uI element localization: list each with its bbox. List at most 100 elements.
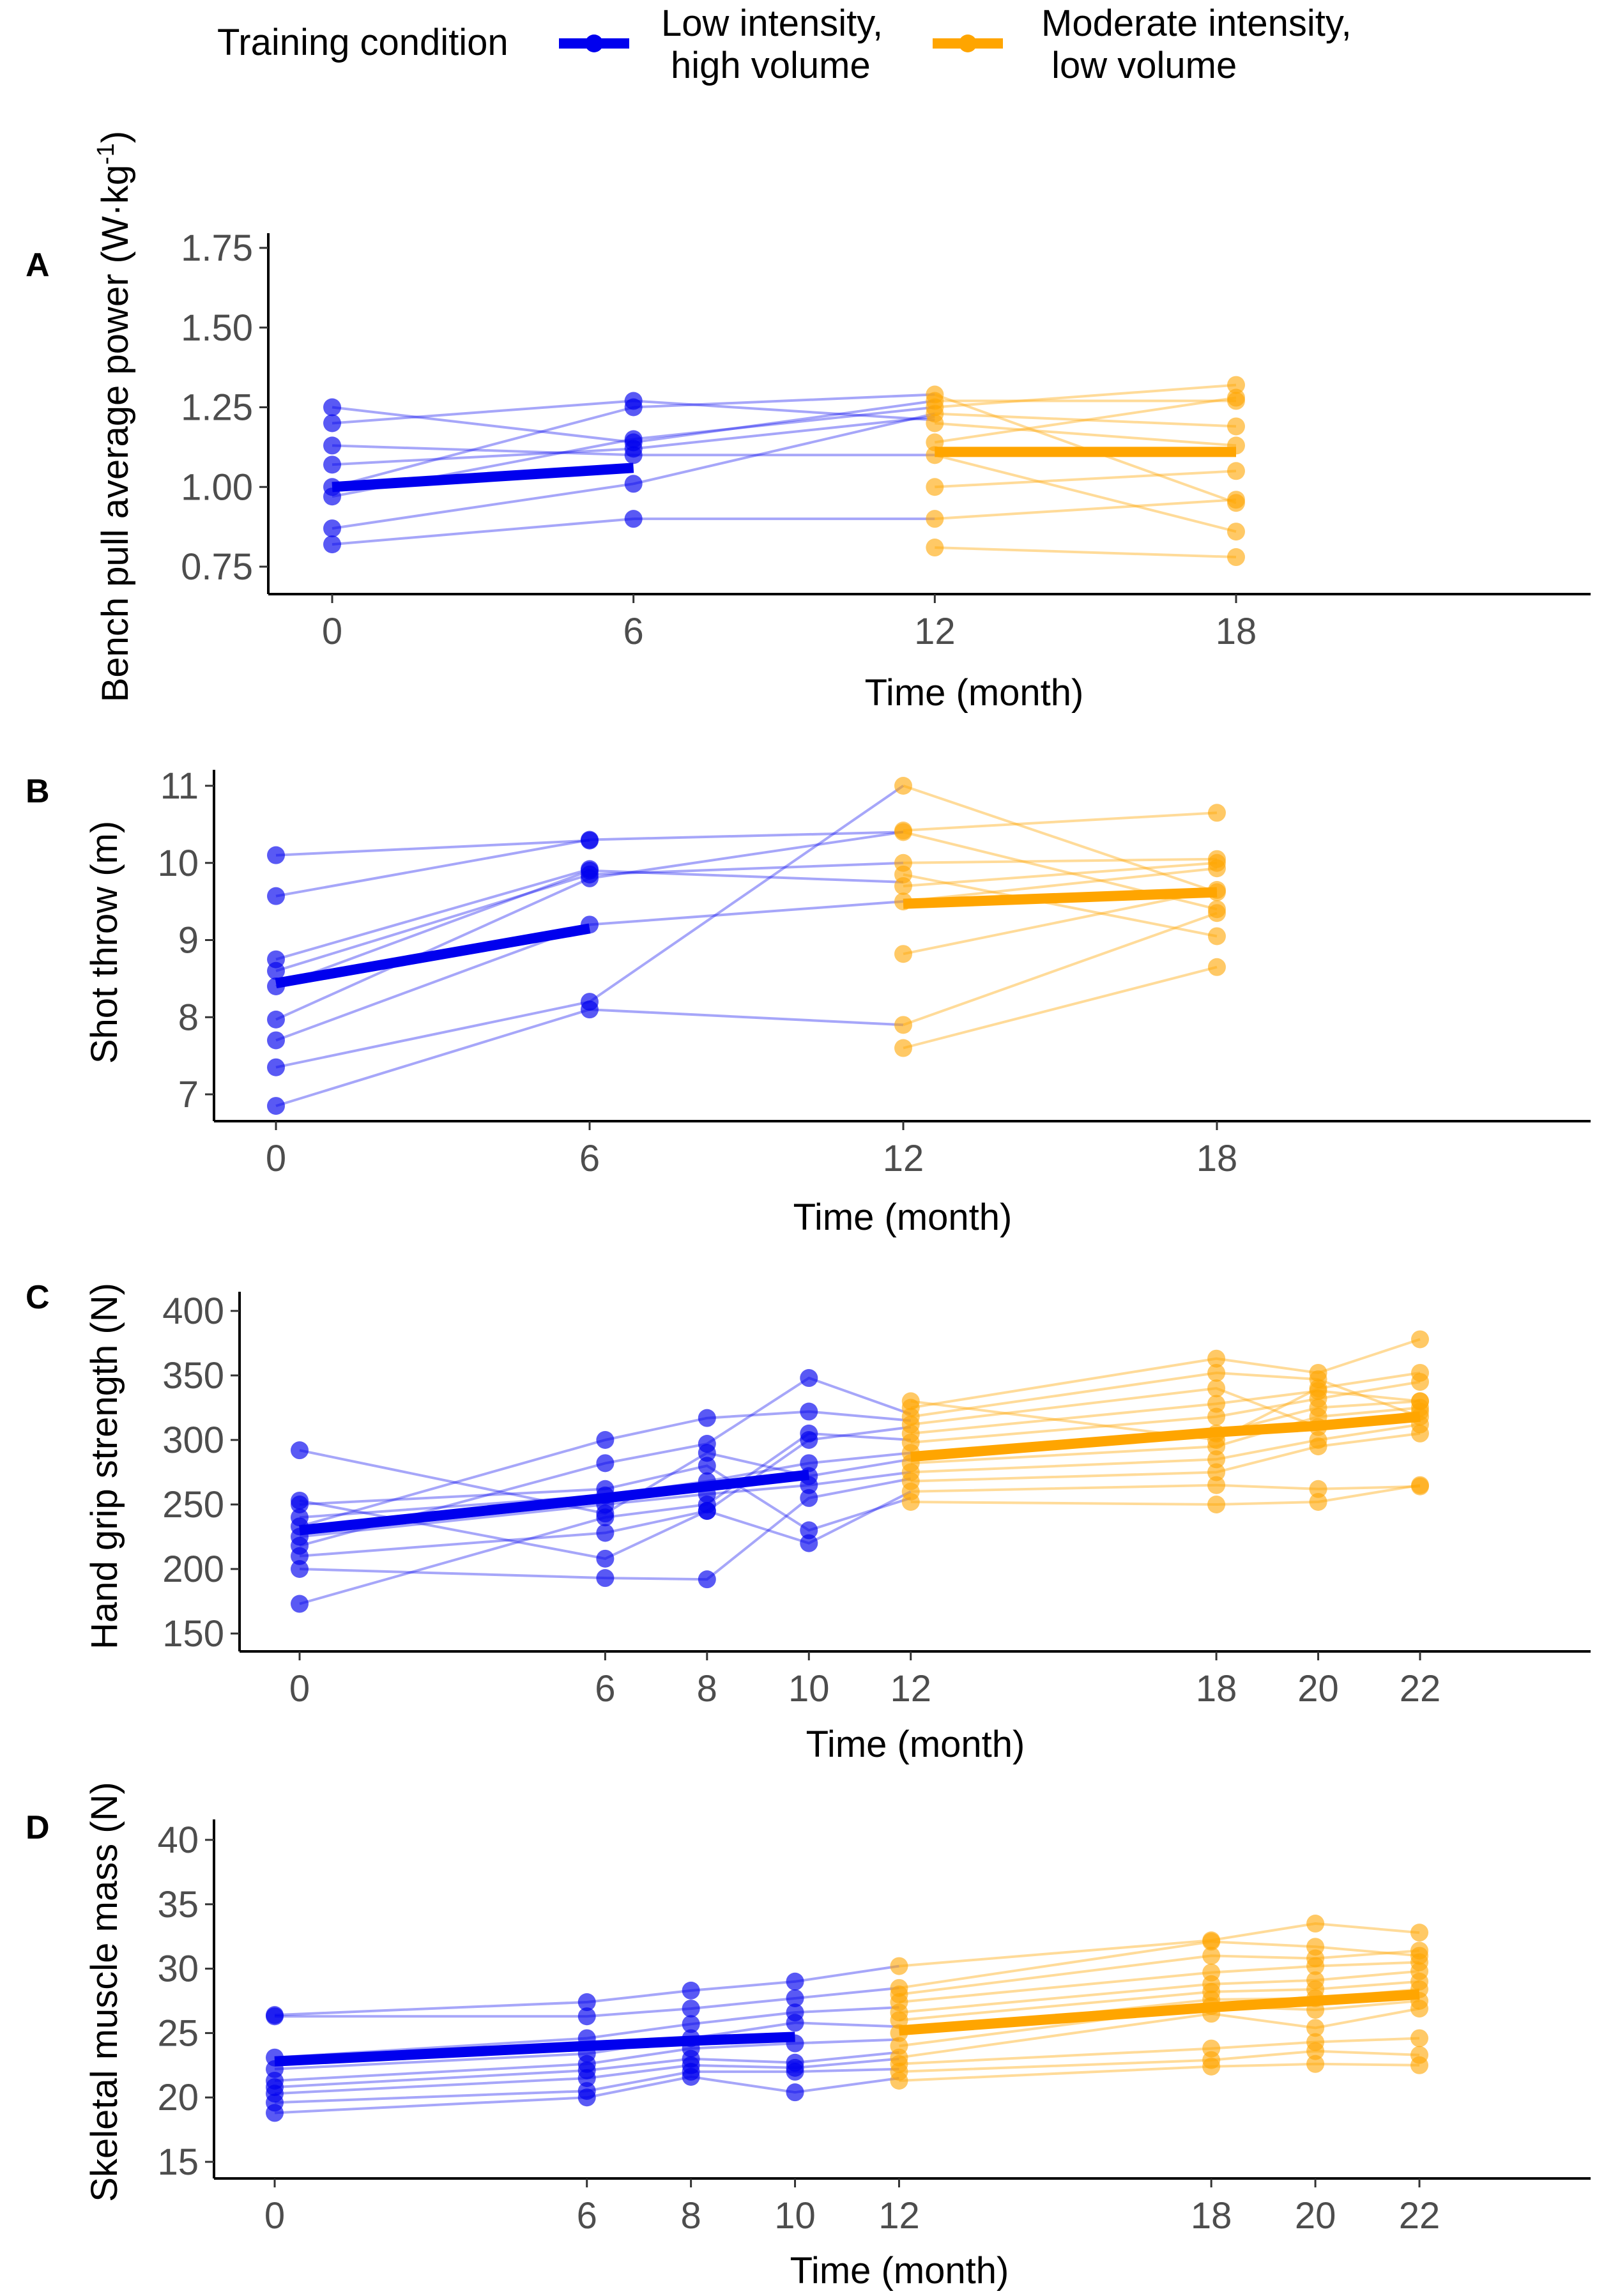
panel-a-low-individual-line [332, 517, 634, 546]
panel-c-moderate-individual-line [910, 1389, 1421, 1435]
panel-a-moderate-point [1227, 494, 1245, 512]
panel-d-moderate-individual-line [899, 1949, 1420, 1996]
panel-d-moderate-individual-line [899, 1940, 1420, 1989]
panel-b-low-individual-line [275, 873, 590, 972]
panel-b-moderate-point [894, 945, 912, 963]
panel-c-low-point [291, 1560, 309, 1578]
panel-d-x-tick-label: 22 [1399, 2195, 1440, 2237]
panel-b-low-individual-line [275, 1000, 590, 1069]
panel-b-moderate-individual-line [903, 912, 1218, 1027]
panel-a-moderate-point [926, 510, 944, 528]
panel-d-moderate-individual-line [899, 2062, 1420, 2082]
panel-b-low-individual-line [589, 830, 904, 841]
panel-a-low-point [323, 436, 341, 455]
panel-a-moderate-individual-line [935, 396, 1237, 444]
panel-b-moderate-point [1208, 850, 1226, 868]
panel-d-low-point [577, 1993, 596, 2012]
legend-moderate-line2: low volume [1041, 45, 1237, 86]
panel-a-low-point [624, 510, 643, 528]
panel-a-moderate-point [926, 539, 944, 557]
panel-a-x-axis-title: Time (month) [865, 672, 1084, 714]
panel-b-moderate-individual-line [903, 867, 1218, 903]
panel-d-low-point [786, 2003, 804, 2022]
panel-a-x-tick-label: 12 [914, 611, 956, 652]
panel-d-low-point [786, 2083, 804, 2102]
panel-c-low-point [800, 1534, 818, 1552]
panel-d-low-point [786, 1989, 804, 2007]
panel-a-low-point [323, 519, 341, 538]
panel-c-y-tick-label: 250 [162, 1484, 224, 1526]
panel-c-low-point [698, 1570, 716, 1589]
legend-swatch-low-point [585, 34, 603, 52]
panel-d-low-mean-line [274, 2032, 795, 2067]
panel-d-low-point [577, 2082, 596, 2101]
panel-d-moderate-individual-line [899, 1961, 1420, 2003]
panel-c-y-tick-label: 200 [162, 1549, 224, 1590]
panel-b-low-individual-line [275, 839, 590, 857]
panel-b-low-point [267, 950, 285, 968]
panel-a-low-individual-line [633, 406, 935, 441]
panel-a-y-tick-label: 1.50 [181, 307, 253, 349]
panel-a-moderate-point [1227, 462, 1245, 480]
panel-a-low-point [323, 535, 341, 554]
panel-b-low-point [581, 831, 599, 850]
panel-c-moderate-individual-line [910, 1371, 1421, 1418]
panel-a-y-axis-title: Bench pull average power (W·kg-1) [93, 131, 136, 703]
panel-d-plot: 15 20 25 30 35 40 0 6 8 10 12 18 20 22 [157, 1819, 1591, 2237]
panel-c-x-tick-label: 8 [697, 1668, 717, 1710]
panel-d-low-point [786, 2053, 804, 2072]
panel-a-low-individual-line [332, 444, 634, 457]
panel-c-low-point [698, 1409, 716, 1427]
panel-c-x-tick-label: 18 [1196, 1668, 1237, 1710]
panel-a-moderate-point [926, 433, 944, 452]
panel-c-low-point [291, 1441, 309, 1460]
panel-c-moderate-individual-line [910, 1381, 1421, 1444]
panel-a-low-individual-line [332, 406, 634, 444]
panel-a-moderate-individual-line [934, 454, 1237, 533]
panel-c-moderate-point [1309, 1492, 1327, 1511]
panel-c-moderate-point [1309, 1480, 1327, 1498]
panel-c-moderate-point [1207, 1379, 1226, 1398]
panel-c-moderate-point [1207, 1450, 1226, 1469]
panel-c-moderate-point [1207, 1463, 1226, 1481]
panel-a-moderate-point [1227, 523, 1245, 541]
panel-d-low-point [786, 1972, 804, 1991]
panel-a-low-point [624, 446, 643, 464]
panel-d-moderate-point [1202, 2039, 1221, 2058]
panel-b-low-individual-line [589, 861, 904, 876]
panel-b-moderate-point [894, 1039, 912, 1057]
panel-d-y-axis-title: Skeletal muscle mass (N) [84, 1782, 125, 2201]
panel-b-low-individual-line [589, 869, 904, 884]
panel-c-low-point [291, 1491, 309, 1510]
panel-a-low-individual-line [633, 393, 935, 409]
panel-b-x-tick-label: 18 [1196, 1138, 1238, 1179]
panel-d-y-tick-label: 25 [157, 2012, 199, 2054]
panel-b-low-individual-line [275, 923, 590, 1042]
panel-c-moderate-point [1207, 1407, 1226, 1426]
panel-c-moderate-point [1207, 1496, 1226, 1513]
panel-a-low-individual-line [332, 482, 634, 530]
panel-d-y-tick-label: 20 [157, 2077, 199, 2118]
panel-d-moderate-point [1202, 1963, 1221, 1982]
panel-c-moderate-point [1207, 1363, 1226, 1382]
panel-b-y-tick-label: 9 [178, 920, 199, 961]
panel-a-y-tick-label: 1.75 [181, 227, 253, 269]
panel-d-moderate-point [1306, 1915, 1325, 1933]
panel-b-low-point [267, 887, 285, 905]
panel-b-low-individual-line [275, 877, 590, 1021]
panel-b-low-individual-line [275, 1008, 590, 1108]
panel-d-moderate-point [1410, 2029, 1428, 2047]
panel-a-x-tick-label: 6 [623, 611, 644, 652]
panel-d-low-point [682, 1981, 700, 2000]
panel-d-moderate-point [1306, 2019, 1325, 2037]
panel-c-moderate-point [1309, 1379, 1327, 1398]
panel-c-low-point [596, 1504, 615, 1523]
panel-c-plot: 150 200 250 300 350 400 0 6 8 10 12 18 20 22 [162, 1290, 1591, 1710]
panel-c-moderate-point [1309, 1363, 1327, 1382]
panel-a: A Bench pull average power (W·kg-1) 0.75… [26, 131, 1591, 714]
panel-d-moderate-individual-line [899, 1922, 1420, 1968]
panel-a-moderate-point [1227, 548, 1245, 567]
panel-d-moderate-point [890, 1978, 908, 1997]
panel-c-moderate-point [1207, 1476, 1226, 1494]
panel-b-moderate-point [1208, 900, 1226, 919]
